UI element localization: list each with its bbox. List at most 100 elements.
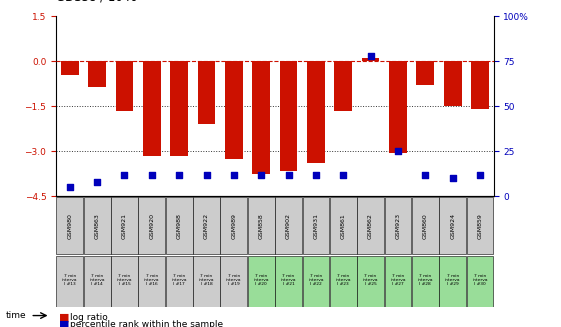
Bar — [116, 61, 134, 111]
Bar — [384, 197, 411, 254]
Bar — [357, 197, 384, 254]
Text: GSM922: GSM922 — [204, 213, 209, 239]
Bar — [84, 197, 111, 254]
Text: 7 min
interva
l #19: 7 min interva l #19 — [226, 274, 242, 286]
Text: ■: ■ — [59, 319, 70, 327]
Text: GSM859: GSM859 — [477, 213, 482, 239]
Bar — [330, 256, 357, 307]
Bar — [111, 197, 138, 254]
Text: GDS38 / 1040: GDS38 / 1040 — [56, 0, 137, 3]
Point — [339, 172, 348, 177]
Bar — [334, 61, 352, 111]
Bar — [143, 61, 160, 156]
Bar — [111, 256, 138, 307]
Point — [448, 176, 457, 181]
Bar — [471, 61, 489, 109]
Bar — [275, 197, 302, 254]
Point — [284, 172, 293, 177]
Bar — [165, 256, 192, 307]
Point — [229, 172, 238, 177]
Point — [120, 172, 129, 177]
Text: 7 min
interva
l #29: 7 min interva l #29 — [445, 274, 461, 286]
Text: GSM860: GSM860 — [423, 213, 428, 238]
Bar — [444, 61, 462, 106]
Text: GSM902: GSM902 — [286, 213, 291, 239]
Bar — [389, 61, 407, 153]
Bar — [412, 197, 439, 254]
Bar — [248, 256, 275, 307]
Text: 7 min
interva
l #18: 7 min interva l #18 — [199, 274, 214, 286]
Bar — [56, 197, 83, 254]
Text: 7 min
interva
l #20: 7 min interva l #20 — [254, 274, 269, 286]
Bar — [220, 256, 247, 307]
Point — [148, 172, 157, 177]
Text: 7 min
interva
l #13: 7 min interva l #13 — [62, 274, 77, 286]
Text: GSM923: GSM923 — [396, 213, 401, 239]
Text: 7 min
interva
l #21: 7 min interva l #21 — [281, 274, 296, 286]
Bar — [467, 197, 494, 254]
Bar — [88, 61, 106, 87]
Text: log ratio: log ratio — [70, 313, 108, 322]
Bar — [275, 256, 302, 307]
Text: ■: ■ — [59, 313, 70, 323]
Point — [174, 172, 183, 177]
Text: time: time — [6, 311, 26, 320]
Text: 7 min
interva
l #16: 7 min interva l #16 — [144, 274, 159, 286]
Text: GSM862: GSM862 — [368, 213, 373, 239]
Text: percentile rank within the sample: percentile rank within the sample — [70, 320, 223, 327]
Text: GSM863: GSM863 — [95, 213, 100, 239]
Point — [65, 184, 74, 190]
Text: GSM921: GSM921 — [122, 213, 127, 239]
Bar — [302, 256, 329, 307]
Point — [202, 172, 211, 177]
Point — [366, 53, 375, 59]
Text: 7 min
interva
l #17: 7 min interva l #17 — [172, 274, 187, 286]
Bar — [439, 197, 466, 254]
Text: 7 min
interva
l #25: 7 min interva l #25 — [363, 274, 378, 286]
Bar — [139, 197, 165, 254]
Bar — [439, 256, 466, 307]
Bar — [165, 197, 192, 254]
Bar — [307, 61, 325, 163]
Point — [93, 179, 102, 184]
Text: 7 min
interva
l #28: 7 min interva l #28 — [417, 274, 433, 286]
Text: GSM920: GSM920 — [149, 213, 154, 239]
Bar — [197, 61, 215, 124]
Bar — [139, 256, 165, 307]
Bar — [302, 197, 329, 254]
Text: 7 min
interva
l #15: 7 min interva l #15 — [117, 274, 132, 286]
Text: GSM989: GSM989 — [231, 213, 236, 239]
Bar — [171, 61, 188, 156]
Point — [257, 172, 266, 177]
Bar — [280, 61, 297, 171]
Bar — [56, 256, 83, 307]
Bar — [225, 61, 243, 159]
Bar — [193, 197, 220, 254]
Point — [311, 172, 320, 177]
Bar — [384, 256, 411, 307]
Text: GSM924: GSM924 — [450, 213, 455, 239]
Text: 7 min
interva
l #30: 7 min interva l #30 — [472, 274, 488, 286]
Bar — [252, 61, 270, 174]
Bar — [193, 256, 220, 307]
Bar — [330, 197, 357, 254]
Bar — [467, 256, 494, 307]
Bar — [61, 61, 79, 75]
Bar — [84, 256, 111, 307]
Text: 7 min
interva
l #14: 7 min interva l #14 — [89, 274, 105, 286]
Bar — [362, 58, 379, 61]
Text: 7 min
interva
l #27: 7 min interva l #27 — [390, 274, 406, 286]
Text: GSM988: GSM988 — [177, 213, 182, 239]
Text: GSM980: GSM980 — [67, 213, 72, 239]
Point — [421, 172, 430, 177]
Bar — [248, 197, 275, 254]
Bar — [220, 197, 247, 254]
Text: GSM931: GSM931 — [314, 213, 319, 239]
Bar — [416, 61, 434, 85]
Bar — [357, 256, 384, 307]
Text: 7 min
interva
l #22: 7 min interva l #22 — [308, 274, 324, 286]
Point — [476, 172, 485, 177]
Text: GSM858: GSM858 — [259, 213, 264, 238]
Text: GSM861: GSM861 — [341, 213, 346, 238]
Point — [393, 148, 402, 154]
